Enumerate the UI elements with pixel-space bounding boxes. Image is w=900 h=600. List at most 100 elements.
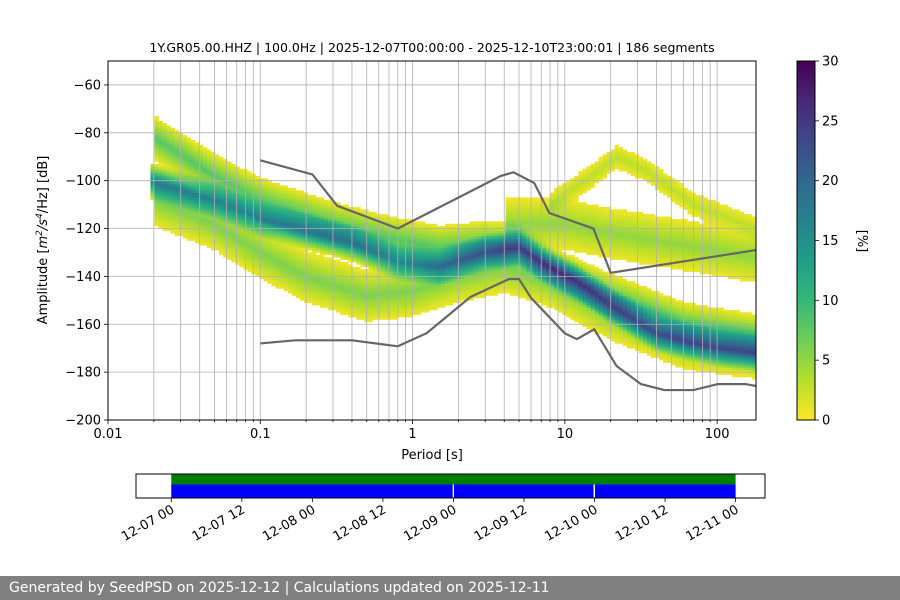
psd-cell [336,302,341,306]
psd-cell [602,333,607,337]
psd-cell [182,218,188,222]
psd-cell [388,314,393,318]
psd-cell [344,214,349,217]
psd-cell [356,281,361,284]
psd-cell [219,228,224,232]
psd-cell [336,238,341,241]
psd-cell [211,199,216,203]
psd-cell [489,245,494,248]
psd-cell [211,240,216,244]
psd-cell [570,233,575,237]
psd-cell [489,223,494,227]
psd-cell [340,230,345,234]
psd-cell [396,242,402,246]
psd-cell [158,161,163,165]
psd-cell [493,290,498,294]
psd-cell [606,285,611,289]
psd-cell [509,235,515,239]
psd-cell [525,199,531,203]
psd-cell [182,139,188,143]
psd-cell [154,144,159,148]
psd-cell [388,281,393,284]
psd-cell [150,173,155,177]
psd-cell [424,247,430,251]
psd-cell [602,223,607,227]
psd-cell [215,238,220,241]
psd-cell [400,226,406,229]
psd-cell [445,281,450,284]
psd-cell [416,300,422,304]
psd-cell [614,238,620,241]
psd-cell [275,233,280,237]
psd-cell [481,240,486,244]
psd-cell [279,228,284,232]
psd-cell [384,228,389,232]
psd-cell [239,197,244,201]
psd-cell [360,297,365,301]
psd-cell [259,187,264,191]
psd-cell [170,130,175,134]
psd-cell [554,252,559,256]
psd-cell [554,223,559,227]
psd-cell [453,223,458,227]
psd-cell [558,221,563,225]
psd-cell [263,242,268,246]
psd-cell [420,300,426,304]
psd-cell [412,259,418,263]
psd-cell [311,252,317,256]
psd-cell [190,180,196,184]
psd-cell [445,259,450,263]
psd-cell [582,228,587,232]
psd-cell [392,283,398,287]
psd-cell [408,309,414,313]
psd-cell [231,175,236,179]
psd-cell [445,228,450,232]
psd-cell [408,250,414,253]
psd-cell [445,250,450,253]
psd-cell [473,221,478,225]
psd-cell [493,293,498,296]
psd-cell [356,317,361,320]
psd-cell [453,271,458,275]
psd-cell [606,319,611,323]
psd-cell [408,314,414,318]
psd-cell [315,238,321,241]
psd-cell [352,297,357,301]
psd-cell [509,250,515,253]
psd-cell [372,302,377,306]
psd-cell [295,257,301,260]
psd-cell [344,312,349,315]
psd-cell [247,195,252,198]
psd-cell [570,187,575,191]
psd-cell [287,288,293,292]
psd-cell [170,168,175,172]
psd-cell [546,271,551,275]
psd-cell [562,281,567,284]
psd-cell [465,238,470,241]
psd-cell [574,281,579,284]
psd-cell [529,278,535,282]
psd-cell [416,276,422,280]
psd-cell [283,216,289,220]
psd-cell [497,269,502,272]
psd-cell [186,149,192,153]
psd-cell [558,209,563,213]
psd-cell [154,156,159,160]
psd-cell [380,247,385,251]
psd-cell [372,300,377,304]
psd-cell [513,197,519,201]
psd-cell [610,297,616,301]
psd-cell [602,278,607,282]
psd-cell [227,178,232,181]
psd-cell [223,228,228,232]
psd-cell [154,192,159,196]
psd-cell [247,266,252,270]
psd-cell [194,183,200,186]
psd-cell [235,235,240,239]
psd-cell [154,154,159,158]
psd-cell [158,223,163,227]
psd-cell [267,245,272,248]
psd-cell [336,250,341,253]
psd-cell [255,221,260,225]
psd-cell [412,290,418,294]
